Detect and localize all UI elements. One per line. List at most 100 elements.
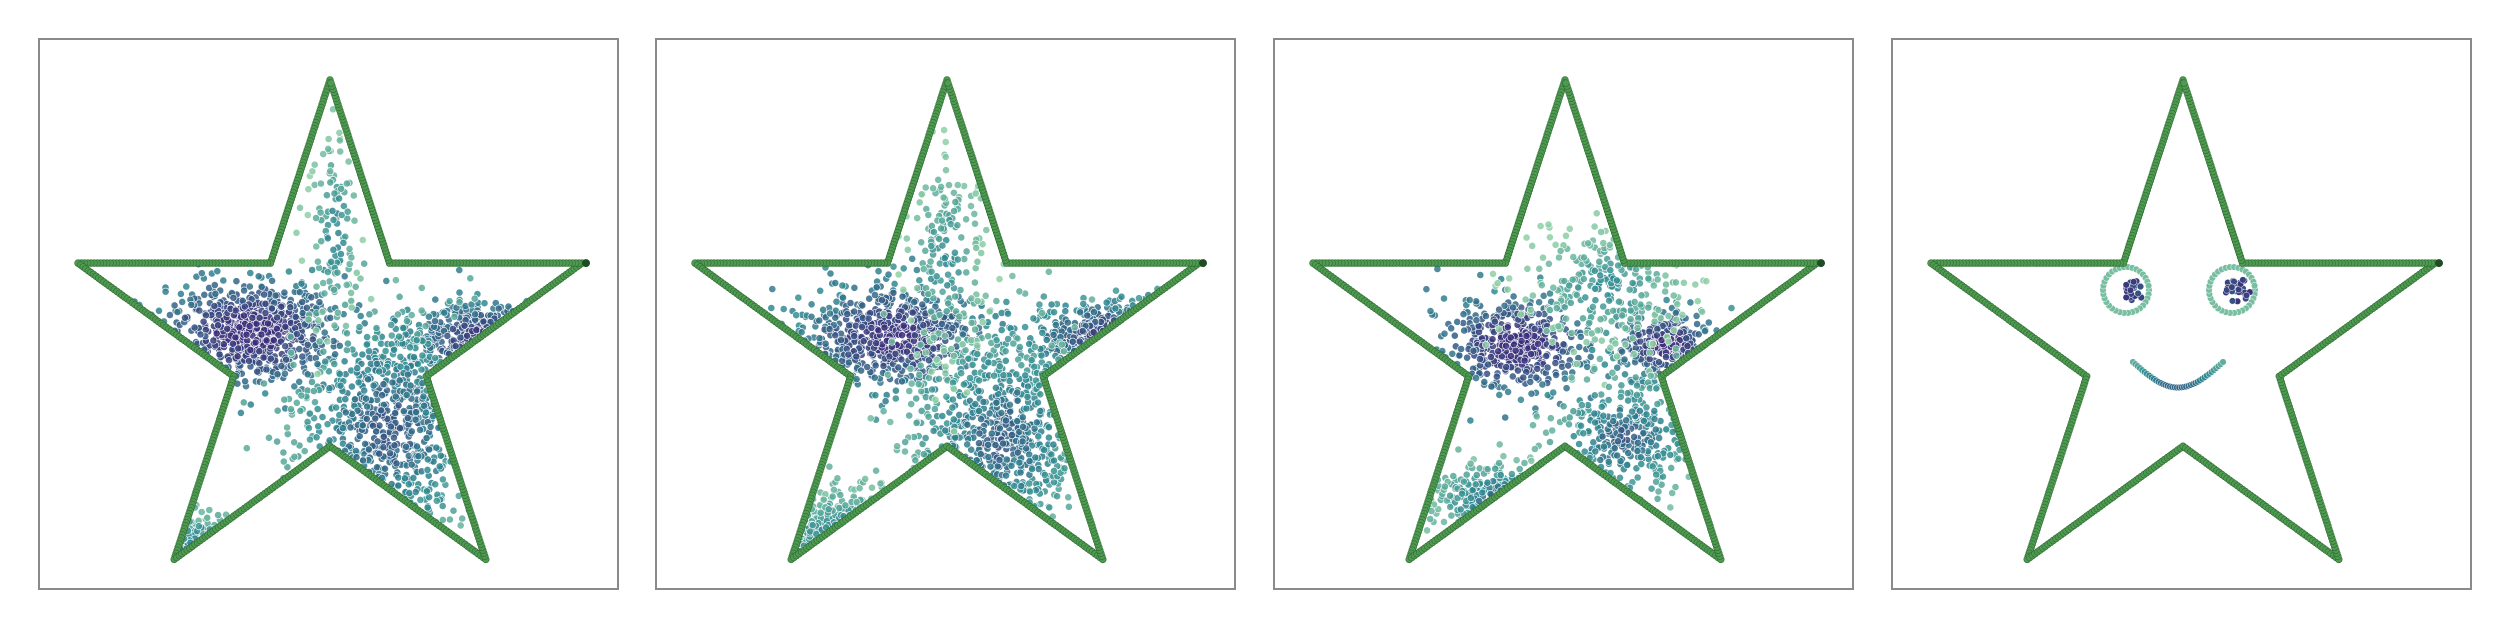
data-point: [353, 364, 362, 373]
data-point: [379, 443, 388, 452]
data-point: [858, 323, 866, 331]
data-point: [906, 364, 915, 373]
data-point: [990, 371, 998, 380]
data-point: [343, 339, 352, 348]
data-point: [838, 281, 847, 290]
data-point: [850, 307, 859, 316]
data-point: [291, 312, 300, 321]
data-point: [414, 452, 423, 461]
data-point: [282, 355, 290, 364]
data-point: [832, 297, 841, 306]
data-point: [445, 515, 454, 524]
data-point: [431, 317, 439, 325]
data-point: [445, 297, 454, 306]
data-point: [196, 330, 205, 339]
data-point: [901, 438, 910, 446]
data-point: [352, 268, 361, 277]
data-point: [1037, 351, 1046, 360]
data-point: [1004, 309, 1012, 318]
data-point: [977, 415, 985, 423]
data-point: [394, 473, 403, 482]
data-point: [819, 305, 827, 314]
data-point: [1001, 347, 1010, 356]
data-point: [272, 324, 281, 333]
data-point: [351, 282, 360, 291]
data-point: [375, 367, 384, 376]
data-point: [314, 422, 323, 431]
data-point: [1015, 343, 1024, 351]
data-point: [930, 405, 939, 413]
data-point: [338, 424, 347, 432]
data-point: [893, 442, 901, 451]
data-point: [345, 244, 354, 253]
data-point: [343, 207, 352, 216]
data-point: [857, 366, 865, 375]
data-point: [912, 394, 921, 403]
data-point: [304, 424, 313, 432]
data-point: [173, 308, 182, 316]
data-point: [399, 407, 408, 415]
data-point: [898, 331, 906, 340]
data-point: [908, 308, 917, 317]
data-point: [403, 370, 412, 379]
data-point: [955, 410, 964, 419]
data-point: [881, 397, 890, 406]
data-point: [295, 377, 304, 386]
data-point: [991, 383, 1000, 392]
data-point: [356, 312, 365, 320]
data-point: [277, 302, 286, 311]
data-point: [1002, 297, 1011, 306]
data-point: [949, 351, 958, 360]
data-point: [413, 442, 421, 451]
data-point: [768, 285, 777, 293]
data-point: [1013, 334, 1022, 343]
data-point: [1070, 323, 1079, 332]
data-point: [309, 387, 318, 395]
data-point: [392, 459, 401, 468]
data-point: [907, 316, 915, 325]
data-point: [1030, 343, 1039, 351]
data-point: [974, 386, 983, 395]
data-point: [316, 208, 325, 217]
panel-3-plot: [1309, 76, 1825, 564]
data-point: [455, 266, 464, 274]
data-point: [941, 362, 950, 371]
data-point: [388, 378, 397, 387]
data-point: [279, 457, 288, 466]
data-point: [894, 312, 903, 320]
data-point: [1042, 335, 1051, 344]
data-point: [269, 336, 278, 345]
data-point: [212, 329, 221, 338]
panel-3: [1273, 38, 1854, 590]
data-point: [921, 434, 930, 442]
data-point: [407, 311, 416, 319]
data-point: [363, 402, 371, 411]
data-point: [916, 340, 925, 349]
data-point: [316, 179, 325, 188]
data-point: [406, 343, 414, 352]
data-point: [940, 126, 948, 134]
panel-1-cluster-3: [239, 214, 479, 530]
data-point: [245, 322, 254, 330]
data-point: [1013, 448, 1022, 457]
data-point: [919, 265, 928, 273]
data-point: [1079, 299, 1088, 308]
data-point: [858, 301, 867, 310]
panel-1-plot: [74, 76, 590, 564]
data-point: [967, 318, 976, 327]
data-point: [971, 264, 980, 273]
data-point: [942, 392, 951, 401]
data-point: [161, 287, 170, 296]
data-point: [1001, 356, 1010, 365]
data-point: [372, 427, 381, 436]
data-point: [957, 233, 966, 242]
data-point: [203, 513, 212, 522]
data-point: [839, 293, 847, 302]
data-point: [280, 395, 289, 404]
data-point: [262, 365, 271, 374]
data-point: [395, 292, 404, 301]
data-point: [919, 321, 928, 330]
data-point: [815, 334, 824, 343]
data-point: [949, 378, 957, 387]
data-point: [960, 182, 968, 190]
